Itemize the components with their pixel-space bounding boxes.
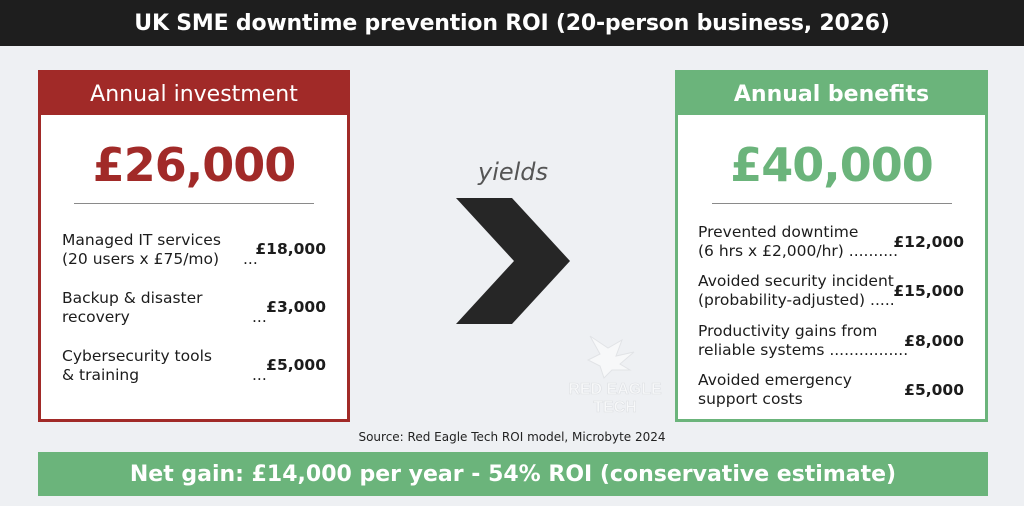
line-item-label: Backup & disaster	[62, 289, 203, 307]
chevron-right-icon	[456, 198, 570, 324]
benefits-total: £40,000	[730, 138, 934, 192]
benefits-card: Annual benefits £40,000 Prevented downti…	[675, 70, 988, 422]
line-item-label: (probability-adjusted) .....	[698, 291, 895, 309]
page-title: UK SME downtime prevention ROI (20-perso…	[0, 0, 1024, 46]
line-item-label: Avoided emergency	[698, 371, 852, 389]
leader-dots: ...	[252, 308, 267, 326]
line-item-label: Cybersecurity tools	[62, 347, 212, 365]
line-item-amount: £5,000	[904, 381, 964, 399]
investment-total: £26,000	[92, 138, 297, 192]
investment-heading: Annual investment	[41, 73, 347, 115]
line-item-amount: £8,000	[904, 332, 964, 350]
line-item-amount: £5,000	[266, 356, 326, 374]
line-item-label: Prevented downtime	[698, 223, 859, 241]
line-item-label: (6 hrs x £2,000/hr) ..........	[698, 242, 899, 260]
leader-dots: ...	[243, 250, 258, 268]
net-gain-banner: Net gain: £14,000 per year - 54% ROI (co…	[38, 452, 988, 496]
line-item-amount: £12,000	[893, 233, 964, 251]
divider	[711, 203, 952, 204]
source-note: Source: Red Eagle Tech ROI model, Microb…	[358, 430, 666, 444]
watermark-text: TECH	[593, 399, 637, 416]
divider	[74, 203, 314, 204]
line-item-amount: £15,000	[893, 282, 964, 300]
line-item-label: Productivity gains from	[698, 322, 878, 340]
leader-dots: ...	[252, 366, 267, 384]
line-item-amount: £18,000	[255, 240, 326, 258]
line-item-label: support costs	[698, 390, 803, 408]
line-item-label: Managed IT services	[62, 231, 221, 249]
line-item-label: (20 users x £75/mo)	[62, 250, 220, 268]
eagle-logo-icon: RED EAGLE TECH	[560, 330, 670, 424]
benefits-heading: Annual benefits	[678, 73, 985, 115]
line-item-label: & training	[62, 366, 140, 384]
watermark-text: RED EAGLE	[568, 381, 662, 398]
line-item-label: reliable systems ................	[698, 341, 909, 359]
yields-label: yields	[478, 158, 549, 186]
line-item-label: recovery	[62, 308, 130, 326]
investment-card: Annual investment £26,000 Managed IT ser…	[38, 70, 350, 422]
line-item-label: Avoided security incident	[698, 272, 894, 290]
line-item-amount: £3,000	[266, 298, 326, 316]
